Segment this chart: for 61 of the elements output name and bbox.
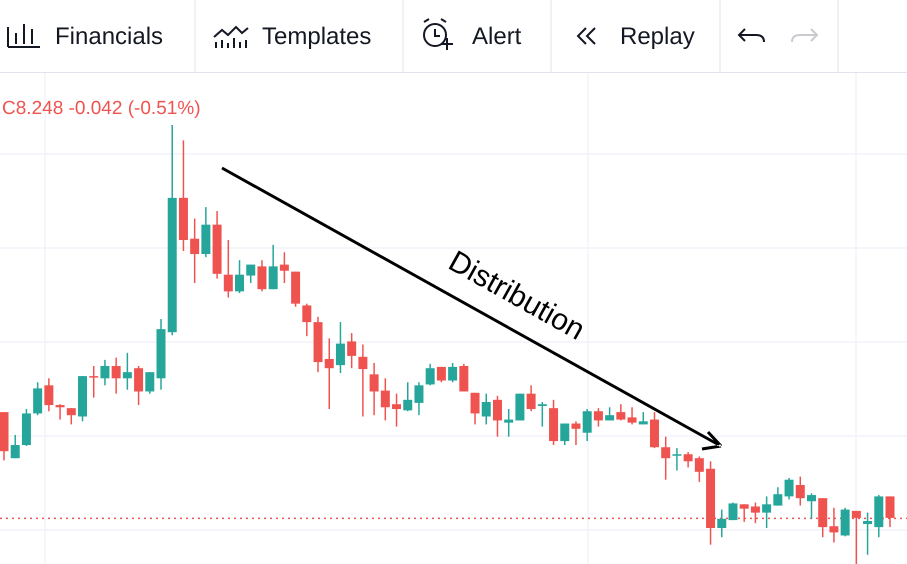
candlestick <box>380 378 390 422</box>
candlestick <box>56 403 65 420</box>
candlestick <box>773 486 782 506</box>
candlestick <box>796 476 805 506</box>
candlestick <box>347 332 356 369</box>
candlestick <box>392 392 402 428</box>
candlestick <box>246 264 256 284</box>
candlestick <box>492 395 502 438</box>
candlestick <box>806 492 816 520</box>
candlestick <box>112 356 121 394</box>
candlestick <box>257 259 266 292</box>
candlestick <box>605 406 614 422</box>
candlestick <box>235 259 244 294</box>
candlestick <box>470 392 480 426</box>
candlestick <box>863 512 872 556</box>
candlestick <box>414 382 424 416</box>
candlestick <box>224 239 233 298</box>
candlestick <box>436 366 446 384</box>
candlestick <box>784 477 794 500</box>
candlestick <box>190 218 200 284</box>
candlestick <box>571 420 580 446</box>
text: Alert <box>472 23 522 50</box>
candlestick <box>280 252 289 284</box>
candlestick <box>638 411 648 426</box>
candlestick <box>100 359 110 386</box>
candlestick <box>134 365 144 406</box>
candlestick <box>324 338 334 410</box>
candlestick <box>538 401 547 428</box>
candlestick <box>370 362 379 416</box>
candlestick <box>122 352 132 390</box>
candlestick <box>694 456 704 483</box>
text: Templates <box>262 23 372 50</box>
candlestick <box>717 508 726 538</box>
candlestick <box>582 408 592 442</box>
text: C8.248 -0.042 (-0.51%) <box>2 98 201 119</box>
candlestick <box>145 371 154 394</box>
candlestick <box>560 422 570 446</box>
candlestick <box>482 392 491 426</box>
candlestick <box>526 384 536 412</box>
candlestick <box>594 407 603 428</box>
candlestick <box>616 403 626 422</box>
candlestick <box>728 502 738 521</box>
candlestick <box>448 362 458 384</box>
candlestick <box>426 363 435 386</box>
candlestick <box>661 436 670 480</box>
candlestick <box>44 378 54 412</box>
candlestick <box>268 244 278 290</box>
candlestick <box>89 365 98 398</box>
candlestick <box>762 496 772 529</box>
candlestick <box>66 407 76 426</box>
candlestick <box>403 382 412 412</box>
candlestick <box>336 321 345 374</box>
candlestick <box>672 447 682 472</box>
candlestick <box>358 344 368 418</box>
candlestick <box>302 302 312 337</box>
text: Financials <box>55 23 164 50</box>
text: Replay <box>620 23 695 50</box>
candlestick <box>504 408 514 438</box>
candlestick <box>628 406 637 426</box>
candlestick <box>10 434 20 459</box>
candlestick <box>684 451 693 468</box>
